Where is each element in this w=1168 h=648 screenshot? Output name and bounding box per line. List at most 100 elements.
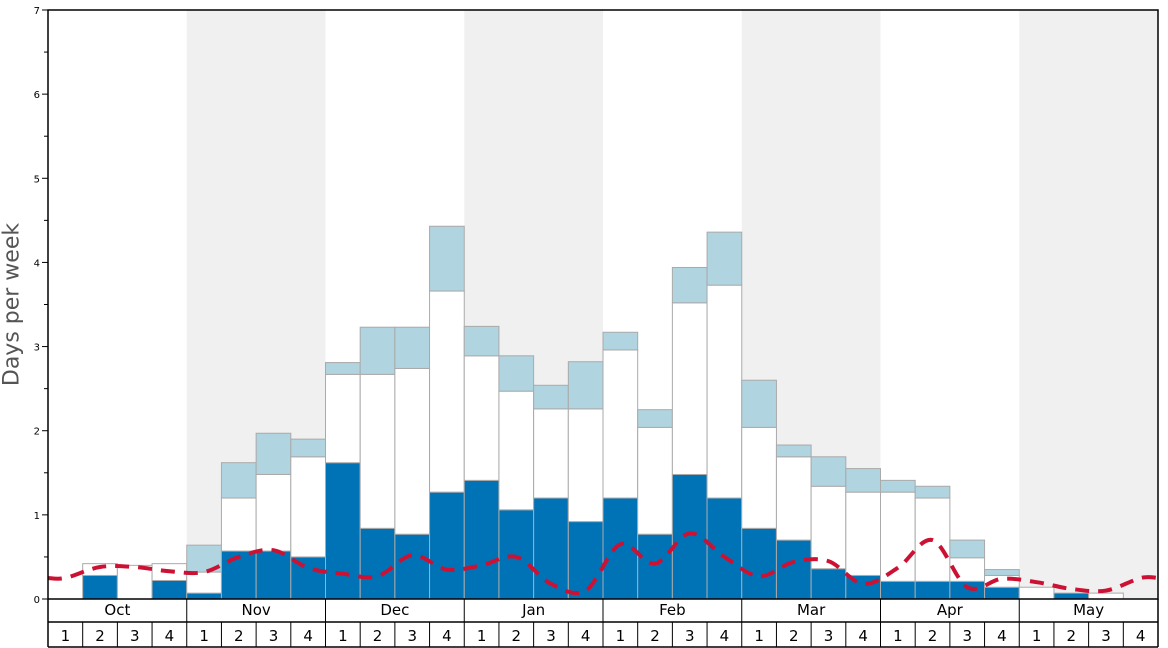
- y-tick-label-3: 3: [34, 343, 40, 354]
- week-label-2: 2: [95, 627, 105, 645]
- bar-segment-2-week-20: [706, 284, 743, 499]
- week-label-9: 1: [338, 627, 348, 645]
- week-label-13: 1: [477, 627, 487, 645]
- bar-segment-2-week-17: [602, 349, 639, 499]
- bar-segment-1-week-19: [671, 473, 708, 600]
- bar-segment-1-week-23: [810, 568, 847, 600]
- bar-segment-3-week-21: [741, 379, 777, 428]
- bar-segment-1-week-30: [1053, 592, 1090, 600]
- bar-segment-1-week-5: [186, 592, 222, 600]
- week-label-27: 3: [962, 627, 972, 645]
- y-tick-label-5: 5: [34, 174, 40, 185]
- bar-segment-3-week-7: [255, 432, 292, 475]
- week-label-21: 1: [754, 627, 764, 645]
- bar-segment-3-week-15: [533, 384, 569, 410]
- y-tick-label-7: 7: [34, 6, 40, 17]
- y-axis: 0 1 2 3 4 5 6 7: [34, 6, 48, 606]
- bar-segment-3-week-13: [463, 325, 500, 357]
- week-label-22: 2: [789, 627, 799, 645]
- bar-segment-3-week-25: [880, 479, 916, 493]
- bar-segment-3-week-6: [220, 462, 257, 499]
- dashed-line-series: [47, 531, 1159, 596]
- bar-segment-2-week-12: [429, 290, 465, 493]
- bar-segment-2-week-15: [533, 408, 569, 499]
- bar-segment-2-week-19: [671, 302, 708, 475]
- bar-segment-2-week-21: [741, 426, 777, 529]
- month-label-dec: Dec: [380, 601, 409, 619]
- week-label-25: 1: [893, 627, 903, 645]
- week-label-10: 2: [373, 627, 383, 645]
- bar-segment-1-week-26: [914, 580, 951, 600]
- bar-segment-1-week-12: [429, 491, 465, 600]
- week-label-32: 4: [1136, 627, 1146, 645]
- bar-segment-3-week-10: [359, 326, 396, 375]
- week-label-19: 3: [685, 627, 695, 645]
- bar-segment-3-week-11: [394, 326, 431, 369]
- bar-segment-2-week-13: [463, 355, 500, 481]
- month-label-feb: Feb: [659, 601, 686, 619]
- week-label-23: 3: [824, 627, 834, 645]
- week-label-17: 1: [616, 627, 626, 645]
- week-label-5: 1: [199, 627, 209, 645]
- bar-segment-1-week-6: [220, 550, 257, 600]
- bar-segment-3-week-16: [567, 361, 604, 410]
- bar-segment-3-week-26: [914, 485, 951, 499]
- week-label-16: 4: [581, 627, 591, 645]
- week-label-20: 4: [720, 627, 730, 645]
- bar-segment-1-week-4: [151, 579, 188, 600]
- x-axis: Oct Nov Dec Jan Feb Mar Apr May 1 2 3 4 1 2 3 4 1 2 3 4 1 2 3 4…: [47, 599, 1159, 648]
- bar-segment-1-week-13: [463, 479, 500, 600]
- bar-segment-3-week-28: [984, 569, 1020, 576]
- week-label-30: 2: [1067, 627, 1077, 645]
- week-label-3: 3: [130, 627, 140, 645]
- month-label-nov: Nov: [241, 601, 270, 619]
- month-shade-may: [1019, 10, 1158, 599]
- bar-segment-1-week-21: [741, 527, 777, 600]
- dashed-average-line: [47, 531, 1159, 596]
- bar-segment-3-week-24: [845, 468, 881, 493]
- bar-segment-2-week-8: [290, 456, 326, 558]
- bar-segment-2-week-14: [498, 390, 535, 511]
- bar-segment-2-week-22: [775, 456, 812, 541]
- bar-segment-1-week-10: [359, 527, 396, 600]
- bar-segment-3-week-22: [775, 444, 812, 458]
- bar-segment-2-week-7: [255, 473, 292, 552]
- week-label-29: 1: [1032, 627, 1042, 645]
- bar-segment-2-week-3: [116, 564, 153, 600]
- week-label-14: 2: [512, 627, 522, 645]
- bar-segment-2-week-18: [637, 426, 673, 535]
- y-tick-label-2: 2: [34, 427, 40, 438]
- week-label-31: 3: [1101, 627, 1111, 645]
- bar-segment-2-week-9: [325, 373, 361, 464]
- y-tick-label-0: 0: [34, 595, 40, 606]
- week-label-1: 1: [61, 627, 71, 645]
- week-label-12: 4: [442, 627, 452, 645]
- bar-segment-1-week-11: [394, 533, 431, 600]
- week-label-28: 4: [997, 627, 1007, 645]
- week-label-26: 2: [928, 627, 938, 645]
- bar-segment-1-week-9: [325, 462, 361, 600]
- bar-segment-2-week-29: [1018, 586, 1055, 600]
- week-label-15: 3: [546, 627, 556, 645]
- bar-segment-2-week-5: [186, 571, 222, 594]
- week-label-8: 4: [303, 627, 313, 645]
- week-label-7: 3: [269, 627, 279, 645]
- bar-segment-1-week-25: [880, 580, 916, 600]
- week-label-4: 4: [165, 627, 175, 645]
- week-label-6: 2: [234, 627, 244, 645]
- bar-segment-2-week-6: [220, 497, 257, 552]
- month-label-may: May: [1073, 601, 1104, 619]
- bar-segment-3-week-19: [671, 266, 708, 304]
- bar-segment-3-week-17: [602, 331, 639, 351]
- y-tick-label-1: 1: [34, 511, 40, 522]
- bar-segment-2-week-31: [1088, 592, 1124, 600]
- bar-segment-3-week-12: [429, 225, 465, 292]
- y-tick-label-6: 6: [34, 90, 40, 101]
- bar-segment-2-week-16: [567, 408, 604, 523]
- bar-segment-1-week-28: [984, 586, 1020, 600]
- bar-segment-1-week-14: [498, 509, 535, 600]
- bar-segment-1-week-27: [949, 580, 986, 600]
- bar-segment-3-week-23: [810, 456, 847, 487]
- bar-segment-1-week-2: [82, 574, 118, 600]
